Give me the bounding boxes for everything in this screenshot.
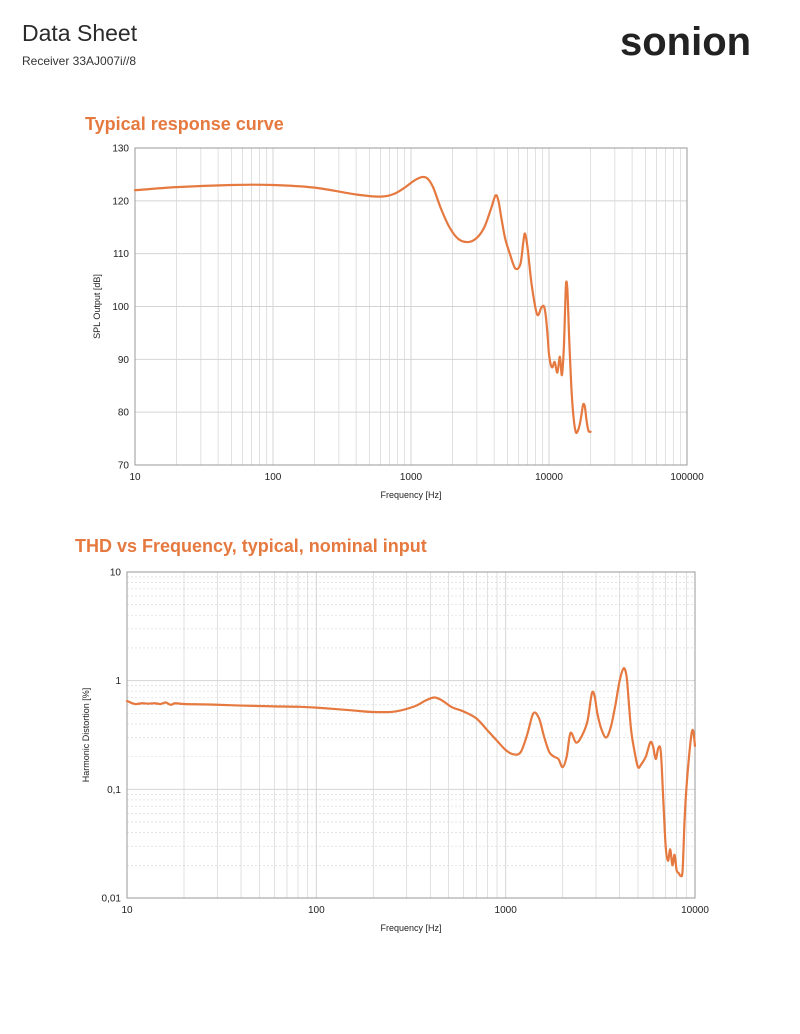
chart-response-curve: 10 100 1000 10000 100000 70 80 90 100 110 120 130 Fr… xyxy=(92,144,704,501)
sonion-logo: sonion xyxy=(620,20,751,64)
y-tick-label: 130 xyxy=(112,144,129,155)
plot-frame xyxy=(126,571,696,899)
y-tick-label: 90 xyxy=(118,355,130,366)
series-line xyxy=(133,175,592,435)
chart-title-response: Typical response curve xyxy=(85,114,284,134)
document-title: Data Sheet xyxy=(22,20,138,46)
y-axis-label: Harmonic Distortion [%] xyxy=(81,688,91,783)
y-tick-label: 0,1 xyxy=(107,785,121,796)
y-tick-label: 120 xyxy=(112,196,129,207)
document-subtitle: Receiver 33AJ007i//8 xyxy=(22,54,137,68)
plot-frame xyxy=(134,147,688,466)
x-tick-label: 10000 xyxy=(535,472,563,483)
series-line xyxy=(125,667,697,878)
x-tick-label: 10 xyxy=(129,472,141,483)
x-tick-label: 10 xyxy=(121,905,133,916)
x-tick-label: 1000 xyxy=(400,472,423,483)
chart-thd: 10 100 1000 10000 0,01 0,1 1 10 Frequency [Hz] Ha… xyxy=(81,568,709,934)
y-tick-label: 1 xyxy=(115,676,121,687)
chart-title-thd: THD vs Frequency, typical, nominal input xyxy=(75,536,427,556)
x-tick-label: 100 xyxy=(265,472,282,483)
x-tick-label: 10000 xyxy=(681,905,709,916)
x-tick-label: 100000 xyxy=(670,472,704,483)
logo-wordmark: sonion xyxy=(620,20,751,64)
x-axis-label: Frequency [Hz] xyxy=(380,490,441,500)
y-tick-label: 100 xyxy=(112,302,129,313)
y-axis-label: SPL Output [dB] xyxy=(92,274,102,339)
y-tick-label: 70 xyxy=(118,461,130,472)
y-tick-label: 0,01 xyxy=(102,894,122,905)
x-tick-label: 100 xyxy=(308,905,325,916)
y-tick-label: 110 xyxy=(113,249,129,260)
y-tick-label: 80 xyxy=(118,408,130,419)
x-tick-label: 1000 xyxy=(495,905,518,916)
x-axis-label: Frequency [Hz] xyxy=(380,923,441,933)
y-tick-label: 10 xyxy=(110,568,122,579)
